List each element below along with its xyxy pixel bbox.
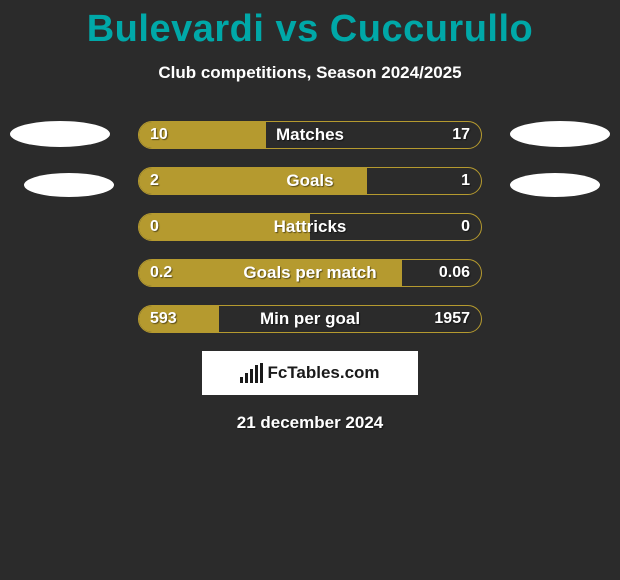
subtitle: Club competitions, Season 2024/2025 bbox=[0, 63, 620, 83]
chart-bars-icon bbox=[240, 363, 263, 383]
stat-row-goals: 2 Goals 1 bbox=[138, 167, 482, 195]
value-right: 1 bbox=[461, 172, 470, 190]
stat-label: Goals bbox=[286, 171, 333, 191]
player-badge-left-1 bbox=[10, 121, 110, 147]
page-title: Bulevardi vs Cuccurullo bbox=[0, 0, 620, 51]
stat-label: Min per goal bbox=[260, 309, 360, 329]
comparison-chart: 10 Matches 17 2 Goals 1 0 Hattricks 0 0.… bbox=[0, 121, 620, 433]
value-left: 2 bbox=[150, 172, 159, 190]
value-left: 0 bbox=[150, 218, 159, 236]
value-right: 17 bbox=[452, 126, 470, 144]
stat-label: Goals per match bbox=[243, 263, 376, 283]
value-left: 593 bbox=[150, 310, 177, 328]
date-text: 21 december 2024 bbox=[0, 413, 620, 433]
player-badge-right-1 bbox=[510, 121, 610, 147]
stat-label: Matches bbox=[276, 125, 344, 145]
stat-label: Hattricks bbox=[274, 217, 347, 237]
logo: FcTables.com bbox=[240, 363, 379, 383]
value-left: 10 bbox=[150, 126, 168, 144]
logo-text: FcTables.com bbox=[267, 363, 379, 383]
player-badge-right-2 bbox=[510, 173, 600, 197]
stat-row-matches: 10 Matches 17 bbox=[138, 121, 482, 149]
value-left: 0.2 bbox=[150, 264, 172, 282]
value-right: 1957 bbox=[434, 310, 470, 328]
logo-box: FcTables.com bbox=[202, 351, 418, 395]
value-right: 0 bbox=[461, 218, 470, 236]
player-badge-left-2 bbox=[24, 173, 114, 197]
value-right: 0.06 bbox=[439, 264, 470, 282]
stat-row-hattricks: 0 Hattricks 0 bbox=[138, 213, 482, 241]
stat-row-min-per-goal: 593 Min per goal 1957 bbox=[138, 305, 482, 333]
stat-row-goals-per-match: 0.2 Goals per match 0.06 bbox=[138, 259, 482, 287]
